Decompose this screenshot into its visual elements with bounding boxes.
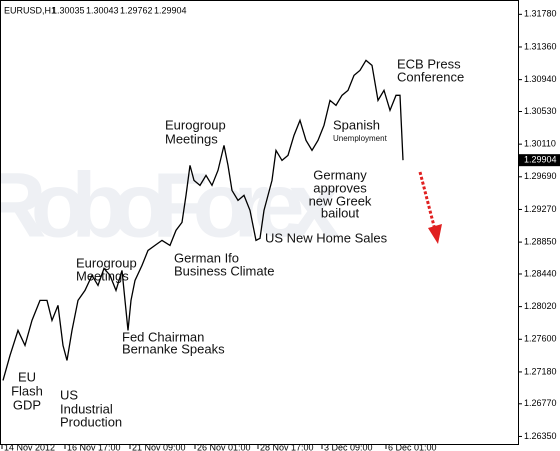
current-price-label: 1.29904	[524, 155, 557, 165]
annotation: Fed Chairman	[122, 329, 204, 344]
annotation: Meetings	[165, 131, 218, 146]
annotation: Bernanke Speaks	[122, 341, 225, 356]
y-tick-label: 1.27600	[524, 334, 557, 344]
y-tick-label: 1.28020	[524, 301, 557, 311]
x-tick-label: 3 Dec 09:00	[324, 442, 373, 451]
x-tick-label: 6 Dec 01:00	[388, 442, 437, 451]
y-tick-label: 1.26770	[524, 398, 557, 408]
annotation: US New Home Sales	[265, 230, 388, 245]
y-tick-label: 1.29270	[524, 204, 557, 214]
annotation: ECB Press	[397, 56, 461, 71]
annotation: Germany	[313, 167, 367, 182]
y-tick-label: 1.31780	[524, 9, 557, 19]
current-price-box	[519, 154, 560, 167]
annotation: German Ifo	[174, 250, 239, 265]
y-tick-label: 1.31360	[524, 41, 557, 51]
annotation: Business Climate	[174, 263, 274, 278]
forecast-arrowhead	[428, 224, 442, 244]
plot-frame	[0, 0, 519, 445]
annotation: US	[60, 387, 78, 402]
y-tick-label: 1.30530	[524, 106, 557, 116]
y-tick-label: 1.29690	[524, 171, 557, 181]
header-open: 1.30035	[52, 5, 85, 15]
annotation: Industrial	[60, 401, 113, 416]
annotation: Production	[60, 414, 122, 429]
annotations: EU Flash GDP US Industrial Production Eu…	[11, 56, 464, 429]
annotation: new Greek	[309, 193, 372, 208]
annotation: EU	[18, 369, 36, 384]
y-tick-label: 1.30940	[524, 74, 557, 84]
annotation: Spanish	[333, 117, 380, 132]
y-tick-label: 1.28850	[524, 236, 557, 246]
annotation: Unemployment	[333, 134, 388, 143]
annotation: Conference	[397, 69, 464, 84]
y-tick-label: 1.26350	[524, 431, 557, 441]
x-tick-label: 26 Nov 01:00	[197, 442, 251, 451]
watermark: RoboForex	[0, 154, 340, 256]
header-high: 1.30043	[86, 5, 119, 15]
annotation: Eurogroup	[76, 255, 137, 270]
header-symbol: EURUSD,H1	[4, 5, 56, 15]
x-tick-label: 21 Nov 09:00	[132, 442, 186, 451]
y-tick-label: 1.28440	[524, 268, 557, 278]
annotation: Flash	[11, 383, 43, 398]
annotation: approves	[313, 180, 367, 195]
x-tick-label: 28 Nov 17:00	[260, 442, 314, 451]
header-low: 1.29762	[120, 5, 153, 15]
price-line	[2, 59, 404, 381]
annotation: bailout	[321, 205, 360, 220]
x-tick-label: 14 Nov 2012	[4, 442, 55, 451]
annotation: Eurogroup	[165, 117, 226, 132]
x-tick-label: 16 Nov 17:00	[67, 442, 121, 451]
annotation: GDP	[13, 397, 41, 412]
forecast-arrow	[418, 171, 437, 231]
header-close: 1.29904	[154, 5, 187, 15]
y-tick-label: 1.27180	[524, 366, 557, 376]
y-tick-label: 1.30110	[524, 139, 556, 149]
